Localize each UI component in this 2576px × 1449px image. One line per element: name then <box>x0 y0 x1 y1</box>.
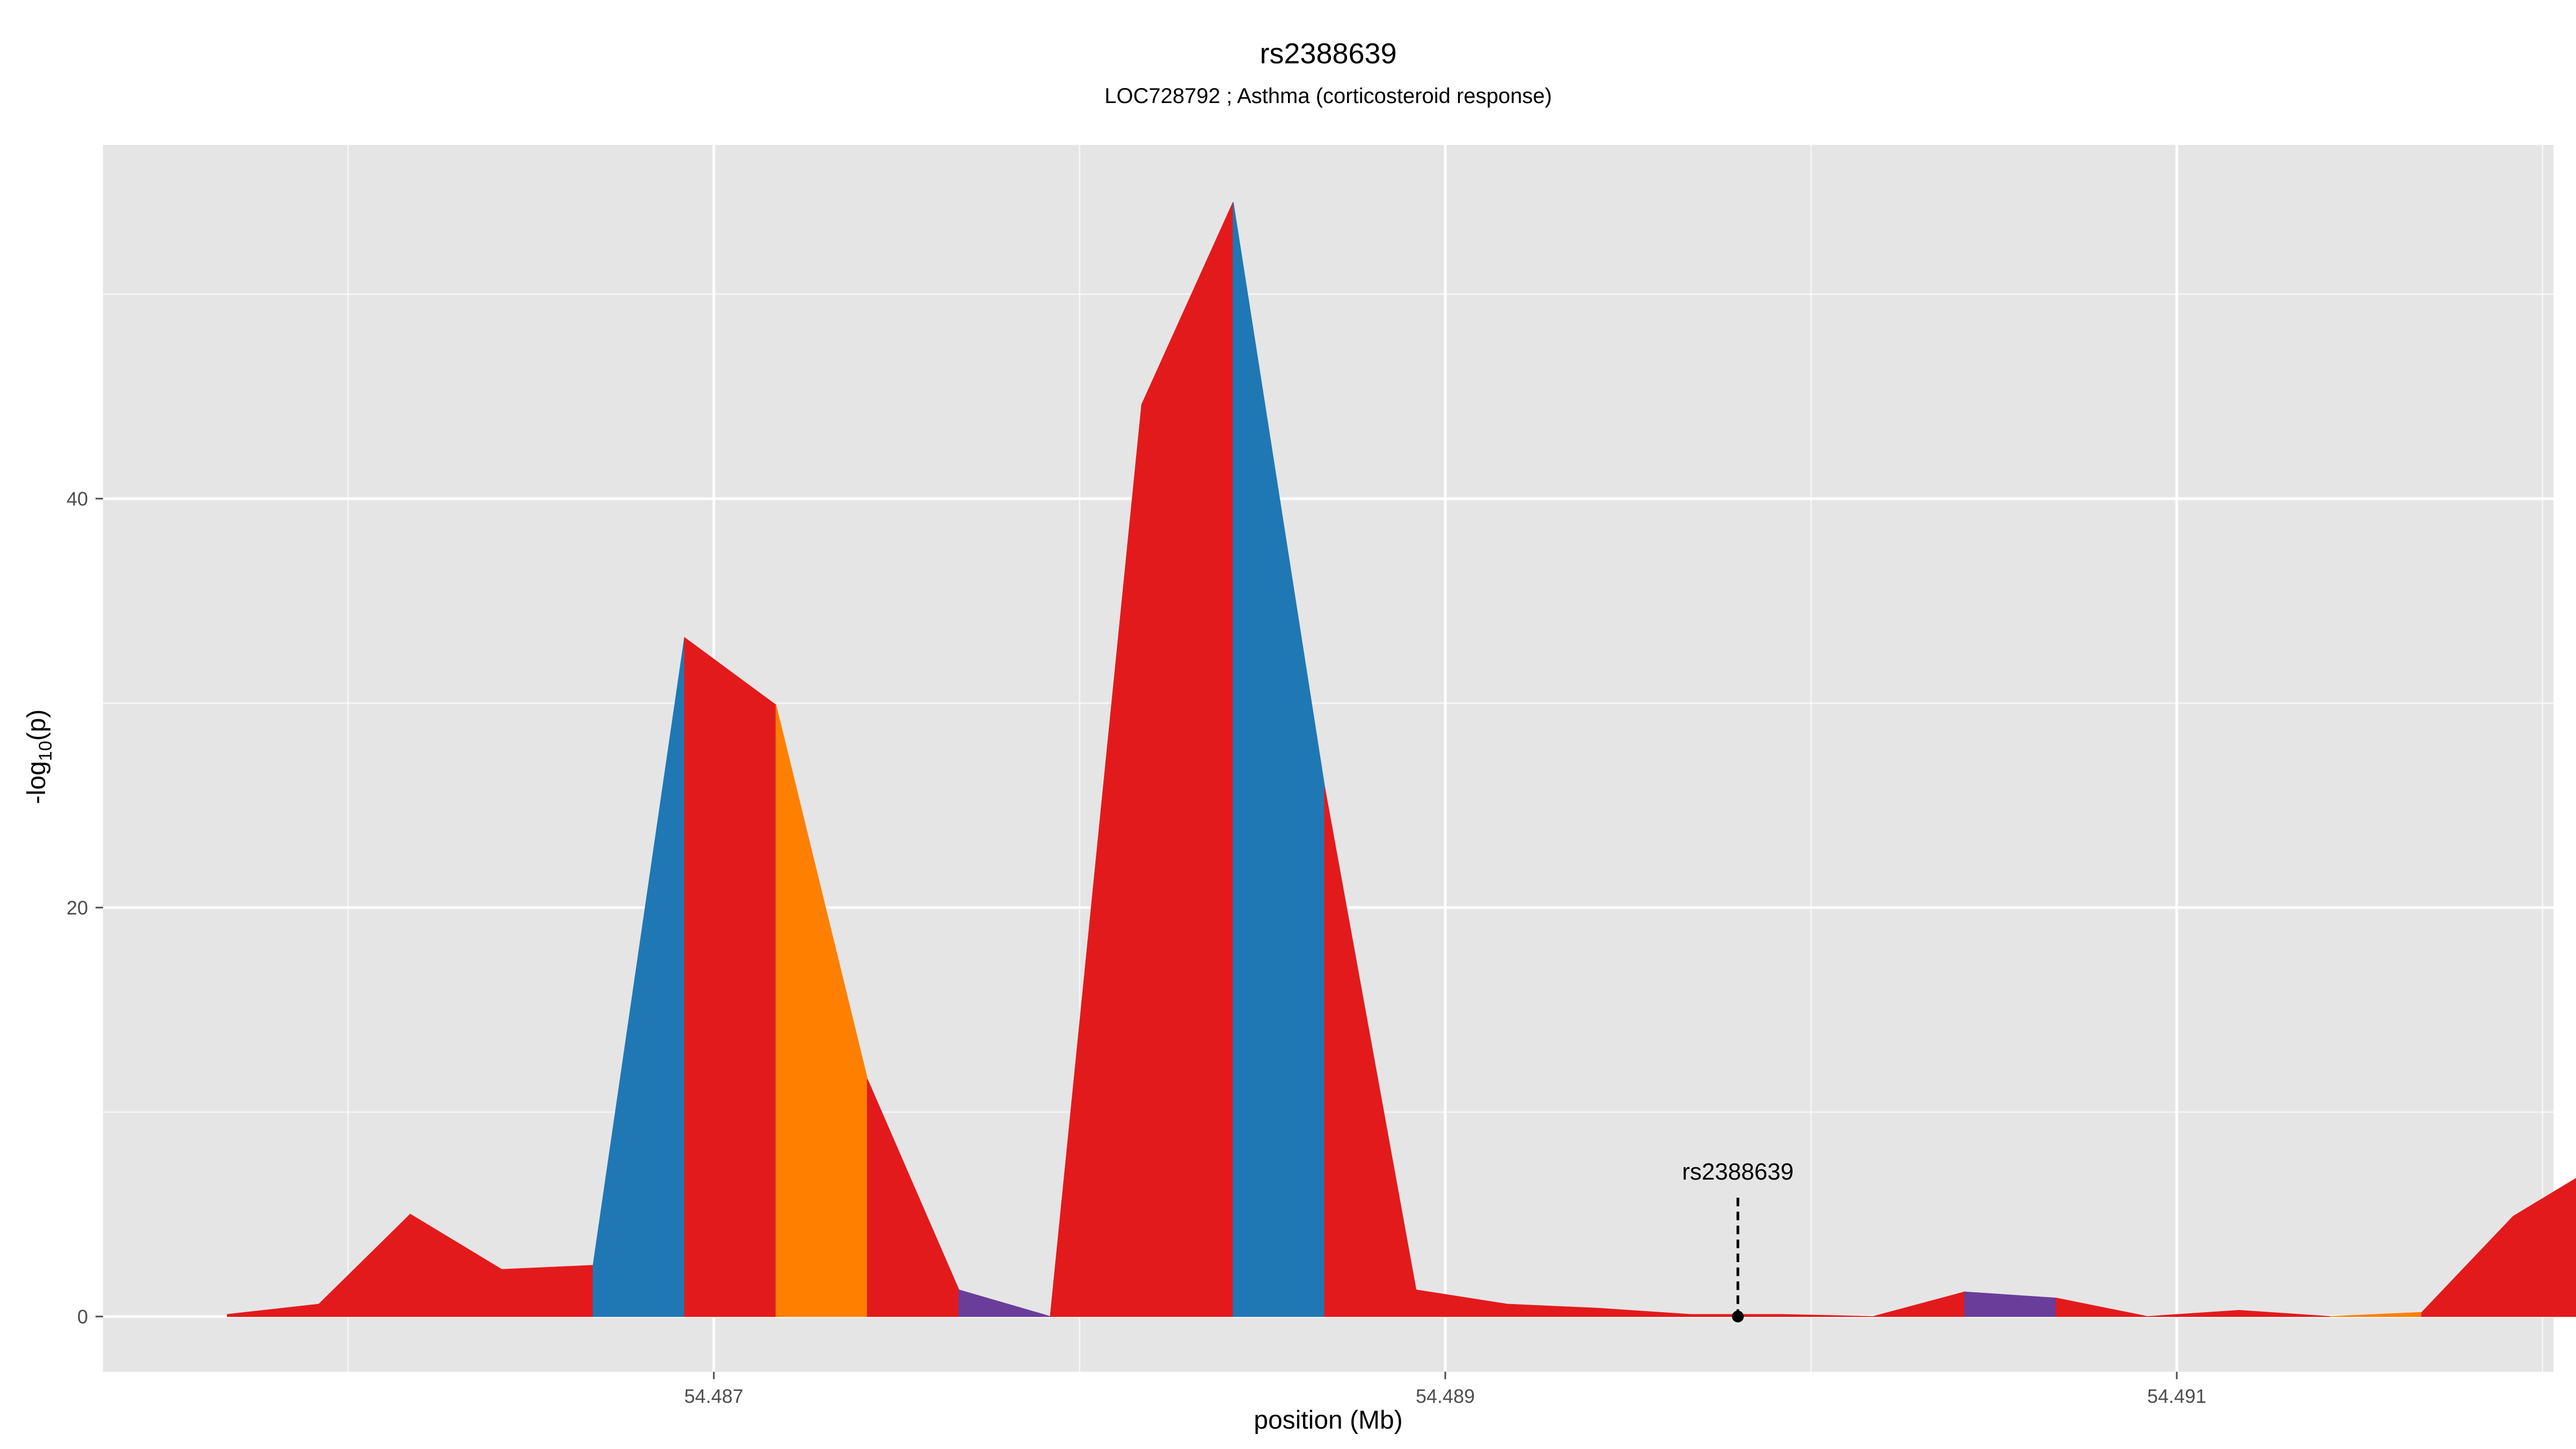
y-tick-label: 40 <box>67 488 88 510</box>
x-tick-label: 54.491 <box>2147 1385 2206 1407</box>
area-segment-red <box>1324 787 1874 1317</box>
y-axis-title-subscript: 10 <box>35 741 56 761</box>
area-segment-red <box>2421 1177 2576 1317</box>
y-tick-label: 0 <box>77 1306 88 1328</box>
grid-minor <box>103 145 2553 1372</box>
chart-subtitle: LOC728792 ; Asthma (corticosteroid respo… <box>1104 84 1552 108</box>
x-tick-label: 54.487 <box>684 1385 743 1407</box>
y-axis-title: -log10(p) <box>23 709 56 804</box>
y-tick-label: 20 <box>67 897 88 919</box>
annotation-point <box>1732 1311 1744 1323</box>
chart-title: rs2388639 <box>1260 38 1396 70</box>
area-segment-red <box>684 636 777 1317</box>
area-segment-red <box>2055 1297 2331 1317</box>
annotation-label: rs2388639 <box>1682 1159 1794 1185</box>
annotation: rs2388639 <box>1682 1159 1794 1323</box>
y-axis-title-tail: (p) <box>23 709 51 741</box>
x-tick-label: 54.489 <box>1416 1385 1475 1407</box>
x-axis-title: position (Mb) <box>1254 1406 1402 1435</box>
x-axis: 54.487 54.489 54.491 <box>684 1372 2206 1407</box>
area-segment-purple <box>958 1289 1051 1317</box>
y-axis-title-main: -log <box>23 761 51 804</box>
area-series <box>226 202 2576 1317</box>
y-axis: 0 20 40 <box>67 488 103 1328</box>
